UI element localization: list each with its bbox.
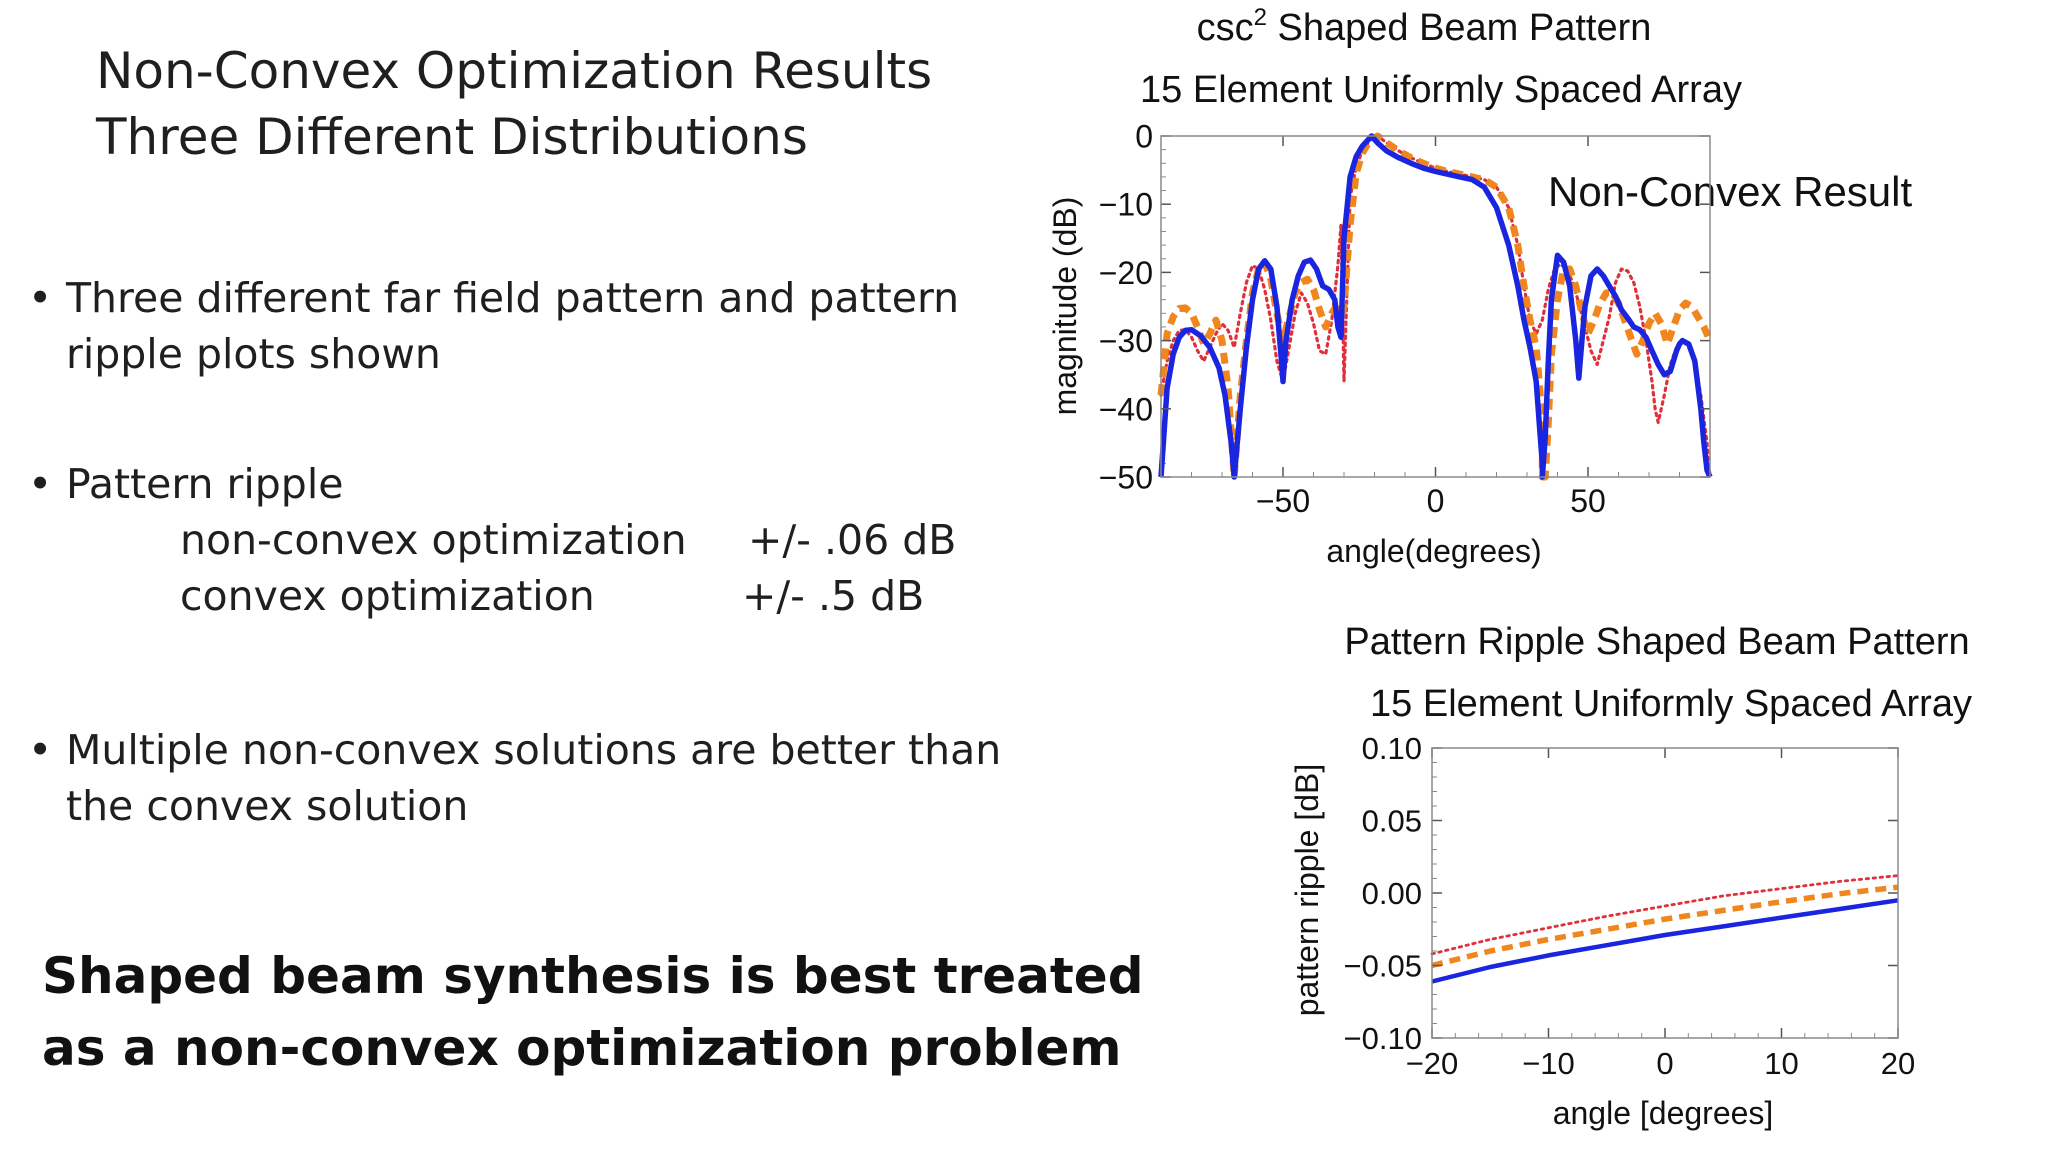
chart2-xtick-label: −20 [1406,1046,1459,1081]
bullet-text: Three different far field pattern and pa… [66,274,960,378]
bullet-text: Multiple non-convex solutions are better… [66,726,1002,830]
ripple-values: non-convex optimization +/- .06 dB conve… [180,512,1008,624]
slide-title-line-1: Non-Convex Optimization Results [96,42,933,100]
ripple-row-convex: convex optimization +/- .5 dB [180,568,1008,624]
conclusion-line-1: Shaped beam synthesis is best treated [42,947,1144,1005]
bullet-text: Pattern ripple [66,460,344,508]
bullet-glyph: • [28,460,53,508]
chart2-xlabel: angle [degrees] [1553,1095,1774,1131]
bullet-plots-shown: • Three different far field pattern and … [28,270,1008,382]
bullet-glyph: • [28,726,53,774]
chart1-ytick-label: −50 [1099,460,1153,496]
chart1-subtitle: 15 Element Uniformly Spaced Array [1140,69,1742,111]
conclusion-line-2: as a non-convex optimization problem [42,1019,1122,1077]
chart1-ytick-label: −10 [1099,187,1153,223]
chart1-ytick-label: −20 [1099,255,1153,291]
ripple-row-label: convex optimization [180,572,595,620]
bullet-pattern-ripple: • Pattern ripple non-convex optimization… [28,456,1008,624]
bullet-multiple-solutions: • Multiple non-convex solutions are bett… [28,722,1008,834]
chart2-ytick-label: 0.05 [1362,804,1422,839]
chart1-series-solid [1158,133,1713,480]
chart2-ylabel: pattern ripple [dB] [1289,764,1325,1017]
chart2-xtick-label: 10 [1764,1046,1798,1081]
chart1-xtick-label: 50 [1570,483,1606,519]
bullet-glyph: • [28,274,53,322]
ripple-row-nonconvex: non-convex optimization +/- .06 dB [180,512,1008,568]
chart2-xtick-label: 20 [1881,1046,1915,1081]
chart2-series-dotted [1430,874,1900,956]
chart2-xtick-label: 0 [1656,1046,1673,1081]
chart1-xtick-label: −50 [1256,483,1310,519]
chart2-subtitle: 15 Element Uniformly Spaced Array [1370,683,1972,725]
chart1-frame [1160,135,1711,478]
chart2-ytick-label: −0.05 [1344,949,1422,984]
slide-title-line-2: Three Different Distributions [96,108,808,166]
chart1-ytick-label: 0 [1135,119,1153,155]
slide-title: Non-Convex Optimization Results Three Di… [96,38,932,170]
chart1-xlabel: angle(degrees) [1326,533,1541,569]
chart1-ytick-label: −30 [1099,323,1153,359]
chart2-title: Pattern Ripple Shaped Beam Pattern [1344,621,1969,663]
chart2-series-dashed [1431,884,1899,969]
ripple-row-value: +/- .06 dB [748,516,957,564]
ripple-row-label: non-convex optimization [180,516,687,564]
chart2-series-solid [1431,898,1899,984]
conclusion: Shaped beam synthesis is best treated as… [42,940,1144,1084]
chart1-annotation: Non-Convex Result [1548,168,1912,215]
chart1-ytick-label: −40 [1099,391,1153,427]
chart2-frame [1431,747,1899,1039]
chart1-ylabel: magnitude (dB) [1047,197,1083,416]
pattern-ripple-chart: Pattern Ripple Shaped Beam Pattern 15 El… [1289,621,1972,1131]
chart2-ytick-label: −0.10 [1344,1021,1422,1056]
chart1-title: csc2 Shaped Beam Pattern [1197,4,1652,49]
chart2-xtick-label: −10 [1522,1046,1575,1081]
chart2-ytick-label: 0.10 [1362,731,1422,766]
ripple-row-value: +/- .5 dB [742,572,925,620]
beam-pattern-chart: csc2 Shaped Beam Pattern 15 Element Unif… [1047,4,1912,569]
chart1-xtick-label: 0 [1427,483,1445,519]
chart2-ytick-label: 0.00 [1362,876,1422,911]
